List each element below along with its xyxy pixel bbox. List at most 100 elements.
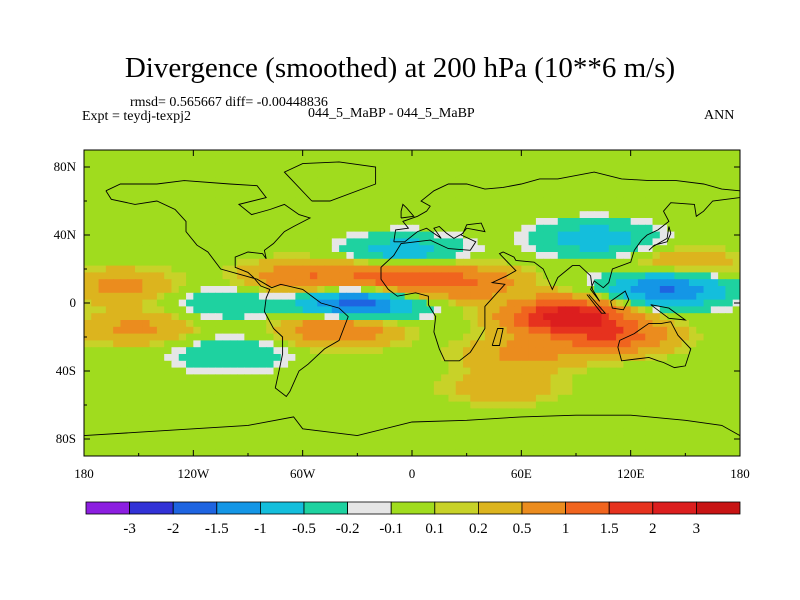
field-cell	[171, 245, 180, 253]
field-cell	[288, 340, 296, 348]
field-cell	[113, 190, 122, 199]
field-cell	[412, 415, 420, 423]
field-cell	[565, 374, 573, 382]
field-cell	[528, 299, 537, 307]
field-cell	[353, 218, 362, 226]
field-cell	[382, 347, 391, 355]
field-cell	[309, 265, 318, 273]
field-cell	[688, 381, 697, 389]
field-cell	[667, 231, 675, 239]
field-cell	[426, 408, 435, 416]
field-cell	[200, 394, 209, 403]
field-cell	[178, 245, 187, 253]
field-cell	[288, 422, 296, 430]
field-cell	[463, 306, 471, 314]
field-cell	[375, 360, 384, 369]
field-cell	[105, 177, 114, 185]
field-cell	[499, 401, 508, 409]
field-cell	[601, 238, 610, 246]
field-cell	[470, 435, 479, 443]
field-cell	[171, 326, 180, 335]
field-cell	[565, 258, 573, 267]
field-cell	[186, 333, 194, 341]
field-cell	[91, 279, 100, 287]
field-cell	[718, 306, 727, 314]
field-cell	[477, 354, 486, 362]
field-cell	[499, 211, 508, 219]
field-cell	[484, 313, 493, 321]
field-cell	[244, 258, 253, 267]
field-cell	[390, 320, 399, 328]
field-cell	[222, 326, 231, 335]
field-cell	[302, 163, 311, 171]
field-cell	[448, 170, 457, 178]
field-cell	[105, 428, 114, 437]
field-cell	[237, 211, 245, 219]
field-cell	[331, 320, 340, 328]
field-cell	[637, 156, 646, 165]
field-cell	[382, 388, 391, 396]
field-cell	[149, 354, 158, 362]
field-cell	[630, 320, 639, 328]
field-cell	[149, 360, 158, 369]
field-cell	[91, 238, 100, 246]
field-cell	[550, 286, 559, 294]
field-cell	[266, 374, 275, 382]
field-cell	[368, 163, 377, 171]
field-cell	[477, 204, 486, 212]
field-cell	[419, 347, 428, 355]
field-cell	[463, 354, 471, 362]
field-cell	[448, 272, 457, 280]
field-cell	[324, 218, 333, 226]
field-cell	[309, 354, 318, 362]
field-cell	[616, 394, 624, 403]
field-cell	[477, 279, 486, 287]
field-cell	[215, 367, 224, 375]
field-cell	[331, 422, 340, 430]
field-cell	[674, 347, 683, 355]
field-cell	[732, 442, 740, 450]
field-cell	[470, 190, 479, 199]
field-cell	[463, 381, 471, 389]
field-cell	[426, 306, 435, 314]
field-cell	[659, 374, 668, 382]
field-cell	[543, 428, 552, 437]
field-cell	[91, 408, 100, 416]
field-cell	[492, 156, 501, 165]
field-cell	[725, 374, 734, 382]
field-cell	[725, 435, 734, 443]
field-cell	[382, 354, 391, 362]
field-cell	[353, 449, 362, 456]
field-cell	[288, 381, 296, 389]
field-cell	[455, 224, 464, 233]
field-cell	[703, 279, 712, 287]
field-cell	[725, 204, 734, 212]
field-cell	[353, 184, 362, 192]
field-cell	[630, 340, 639, 348]
field-cell	[368, 428, 377, 437]
field-cell	[521, 401, 530, 409]
field-cell	[244, 286, 253, 294]
field-cell	[703, 170, 712, 178]
field-cell	[696, 381, 705, 389]
field-cell	[514, 435, 522, 443]
field-cell	[543, 333, 552, 341]
field-cell	[703, 374, 712, 382]
field-cell	[375, 286, 384, 294]
field-cell	[543, 415, 552, 423]
field-cell	[280, 265, 289, 273]
field-cell	[470, 292, 479, 301]
field-cell	[113, 415, 122, 423]
x-tick-label: 120E	[617, 466, 645, 481]
field-cell	[135, 320, 143, 328]
field-cell	[200, 231, 209, 239]
field-cell	[288, 360, 296, 369]
field-cell	[688, 354, 697, 362]
field-cell	[579, 435, 588, 443]
field-cell	[528, 394, 537, 403]
field-cell	[448, 184, 457, 192]
field-cell	[171, 394, 180, 403]
field-cell	[258, 150, 267, 158]
field-cell	[164, 238, 173, 246]
field-cell	[404, 197, 413, 205]
